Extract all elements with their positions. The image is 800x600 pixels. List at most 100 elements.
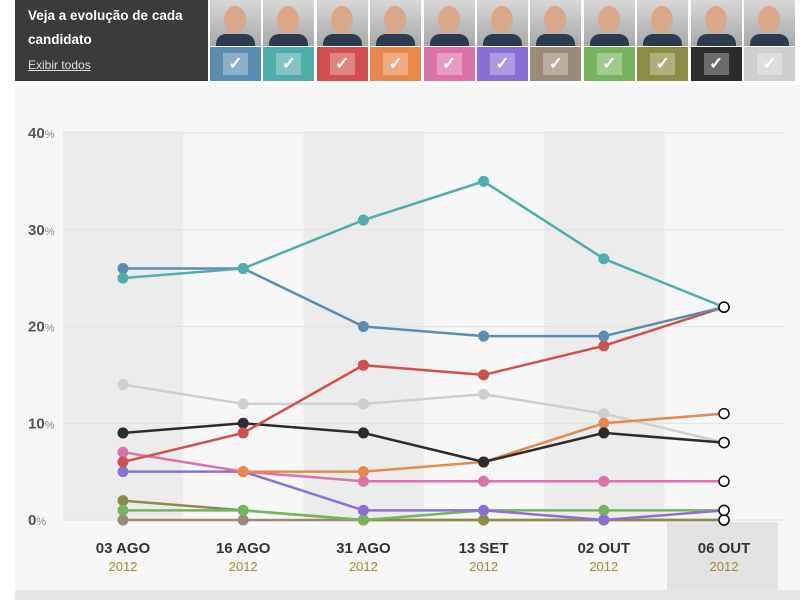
- candidate-checkbox[interactable]: ✓: [210, 47, 261, 81]
- candidate-checkbox[interactable]: ✓: [477, 47, 528, 81]
- candidate-checkbox[interactable]: ✓: [530, 47, 582, 81]
- data-point: [357, 475, 369, 487]
- candidate-tile[interactable]: ✓: [263, 0, 315, 81]
- data-point: [117, 495, 129, 507]
- candidate-tile[interactable]: ✓: [370, 0, 422, 81]
- y-tick-label: 10%: [28, 415, 55, 432]
- candidate-tile[interactable]: ✓: [423, 0, 475, 81]
- data-point: [718, 407, 730, 420]
- data-point: [117, 504, 129, 516]
- series-line: [123, 470, 725, 522]
- candidate-tile[interactable]: ✓: [637, 0, 689, 81]
- check-icon: ✓: [650, 53, 676, 75]
- candidate-checkbox[interactable]: ✓: [423, 47, 475, 81]
- data-point: [357, 321, 369, 332]
- x-tick-year: 2012: [109, 559, 138, 574]
- data-point: [117, 379, 129, 391]
- y-tick-label: 30%: [28, 222, 55, 239]
- check-icon: ✓: [223, 53, 248, 75]
- data-point: [357, 466, 369, 478]
- check-icon: ✓: [596, 53, 622, 75]
- series-0: [117, 379, 730, 449]
- y-tick-label: 0%: [28, 512, 46, 529]
- check-icon: ✓: [383, 53, 409, 75]
- x-tick-year: 2012: [229, 559, 258, 574]
- candidate-tile[interactable]: ✓: [210, 0, 261, 81]
- data-point: [718, 504, 730, 517]
- candidate-checkbox[interactable]: ✓: [316, 47, 368, 81]
- photo-question-icon: [690, 0, 742, 46]
- candidate-checkbox[interactable]: ✓: [637, 47, 689, 81]
- data-point: [478, 514, 490, 526]
- data-point: [598, 417, 610, 429]
- candidate-tile[interactable]: ✓: [530, 0, 582, 81]
- check-icon: ✓: [490, 53, 515, 75]
- candidate-tile[interactable]: ✓: [690, 0, 742, 81]
- data-point: [117, 466, 129, 478]
- candidate-checkbox[interactable]: ✓: [370, 47, 422, 81]
- data-point: [117, 514, 129, 526]
- y-tick-unit: %: [36, 516, 46, 528]
- series-line: [122, 421, 725, 464]
- data-point: [117, 456, 129, 468]
- x-tick-label: 02 OUT: [578, 540, 631, 557]
- data-point: [718, 436, 730, 449]
- data-point: [117, 272, 129, 284]
- series-line: [123, 267, 725, 338]
- series-line: [123, 509, 724, 522]
- photo-candidate-icon: [423, 0, 475, 46]
- candidate-checkbox[interactable]: ✓: [744, 47, 795, 81]
- line-chart: 0% 10% 20% 30% 40% 03 AGO 2012 16 AGO 2012 31 AGO…: [15, 85, 800, 590]
- data-point: [117, 262, 129, 274]
- photo-group-icon: [637, 0, 689, 46]
- data-point: [237, 514, 249, 526]
- data-point: [237, 504, 249, 516]
- data-point: [237, 417, 249, 429]
- x-tick-year: 2012: [589, 559, 618, 574]
- series-10: [117, 175, 730, 313]
- check-icon: ✓: [757, 53, 782, 75]
- footer-bar: [15, 590, 800, 600]
- data-point: [598, 408, 610, 420]
- photo-candidate-icon: [316, 0, 368, 46]
- candidate-checkbox[interactable]: ✓: [690, 47, 742, 81]
- x-tick-label: 03 AGO: [96, 540, 151, 557]
- check-icon: ✓: [703, 53, 729, 75]
- x-tick-year: 2012: [469, 559, 498, 574]
- candidate-tile[interactable]: ✓: [316, 0, 368, 81]
- data-point: [357, 514, 369, 526]
- data-point: [598, 340, 610, 352]
- data-point: [478, 330, 490, 342]
- data-point: [478, 475, 490, 487]
- candidate-tile[interactable]: ✓: [477, 0, 528, 81]
- data-point: [117, 446, 129, 458]
- candidate-checkbox[interactable]: ✓: [263, 47, 315, 81]
- data-point: [237, 262, 249, 274]
- x-tick-label: 31 AGO: [336, 540, 391, 557]
- data-point: [718, 475, 730, 488]
- x-tick-year: 2012: [710, 559, 739, 574]
- data-point: [598, 475, 610, 487]
- check-icon: ✓: [436, 53, 462, 75]
- photo-candidate-icon: [583, 0, 635, 46]
- data-point: [117, 427, 129, 439]
- data-point: [478, 175, 490, 187]
- photo-candidate-icon: [210, 0, 261, 46]
- y-tick-unit: %: [45, 323, 55, 335]
- candidate-checkbox[interactable]: ✓: [583, 47, 635, 81]
- candidate-tile[interactable]: ✓: [744, 0, 795, 81]
- check-icon: ✓: [329, 53, 355, 75]
- data-point: [598, 504, 610, 516]
- data-point: [237, 427, 249, 439]
- photo-ballot-x-icon: [744, 0, 795, 46]
- y-tick-label: 40%: [28, 125, 55, 142]
- series-7: [117, 417, 730, 468]
- data-point: [237, 398, 249, 410]
- data-point: [598, 514, 610, 526]
- show-all-link[interactable]: Exibir todos: [28, 58, 91, 72]
- candidate-tile[interactable]: ✓: [583, 0, 635, 81]
- series-4: [117, 466, 730, 526]
- data-point: [237, 466, 249, 478]
- x-tick-label: 16 AGO: [216, 540, 271, 557]
- series-line: [122, 180, 725, 309]
